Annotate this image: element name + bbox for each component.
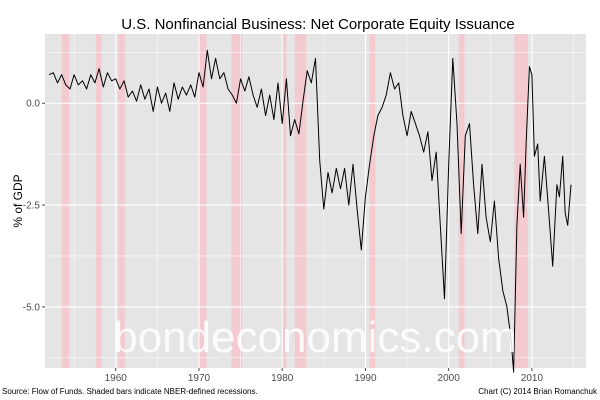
chart-title: U.S. Nonfinancial Business: Net Corporat… [121,16,515,33]
x-tick-label: 1980 [271,373,294,384]
recession-band [95,34,102,368]
y-axis-label: % of GDP [11,174,25,227]
series-line [48,49,572,373]
recession-bands [61,34,528,368]
plot-panel [45,34,586,368]
recession-band [118,34,125,368]
y-axis-ticks: 0.0 -2.5 -5.0 [23,99,45,313]
y-tick-label: -5.0 [23,302,41,313]
recession-band [369,34,376,368]
y-tick-label: 0.0 [26,99,40,110]
grid-lines [45,34,586,368]
x-tick-label: 1970 [188,373,211,384]
recession-band [282,34,287,368]
y-tick-label: -2.5 [23,201,41,212]
recession-band [514,34,528,368]
watermark-text: bondeconomics.com [113,313,517,362]
credit-caption: Chart (C) 2014 Brian Romanchuk [478,387,598,396]
x-tick-label: 2010 [521,373,544,384]
series-layer [48,49,572,373]
recession-band [198,34,207,368]
x-tick-label: 1990 [354,373,377,384]
recession-band [294,34,307,368]
source-caption: Source: Flow of Funds. Shaded bars indic… [2,387,258,396]
x-axis-ticks: 1960 1970 1980 1990 2000 2010 [105,368,544,384]
recession-band [61,34,70,368]
recession-band [231,34,243,368]
recession-band [458,34,465,368]
x-tick-label: 2000 [438,373,461,384]
x-tick-label: 1960 [105,373,128,384]
